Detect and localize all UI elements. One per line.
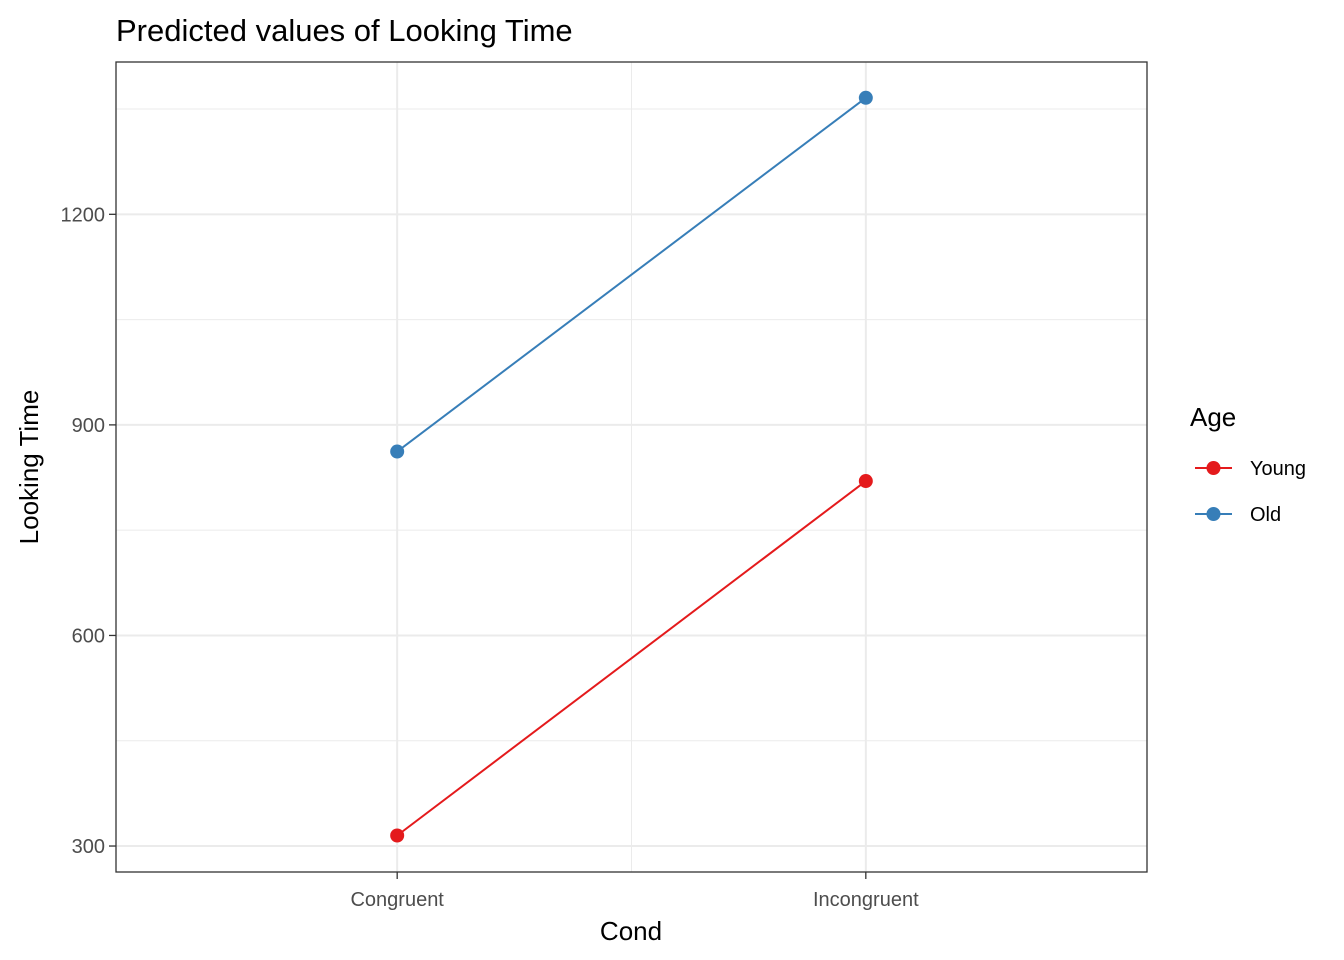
y-tick-label: 1200 [61, 204, 106, 226]
plot-border [115, 61, 1148, 873]
legend-key-point-young [1206, 461, 1221, 475]
x-axis-title: Cond [600, 916, 662, 946]
data-point-young [858, 474, 873, 489]
legend-label-old: Old [1250, 504, 1281, 526]
legend: Age Young Old [1190, 402, 1306, 526]
x-tick-label: Incongruent [813, 889, 919, 911]
legend-key-point-old [1206, 507, 1221, 521]
data-point-old [390, 444, 405, 459]
x-tick-label: Congruent [350, 889, 444, 911]
series-line-young [396, 480, 867, 837]
chart-title: Predicted values of Looking Time [116, 13, 573, 48]
y-tick-label: 600 [72, 625, 105, 647]
y-tick-label: 300 [72, 836, 105, 858]
y-axis: 300 600 900 1200 [61, 204, 116, 858]
data-point-old [858, 90, 873, 105]
y-tick-label: 900 [72, 415, 105, 437]
legend-title: Age [1190, 402, 1236, 432]
data-point-young [390, 828, 405, 843]
x-axis: Congruent Incongruent [350, 872, 919, 911]
y-axis-title: Looking Time [14, 390, 44, 545]
series-line-old [396, 96, 867, 453]
legend-label-young: Young [1250, 458, 1306, 480]
series-layer [390, 90, 873, 843]
grid-lines [116, 62, 1147, 872]
